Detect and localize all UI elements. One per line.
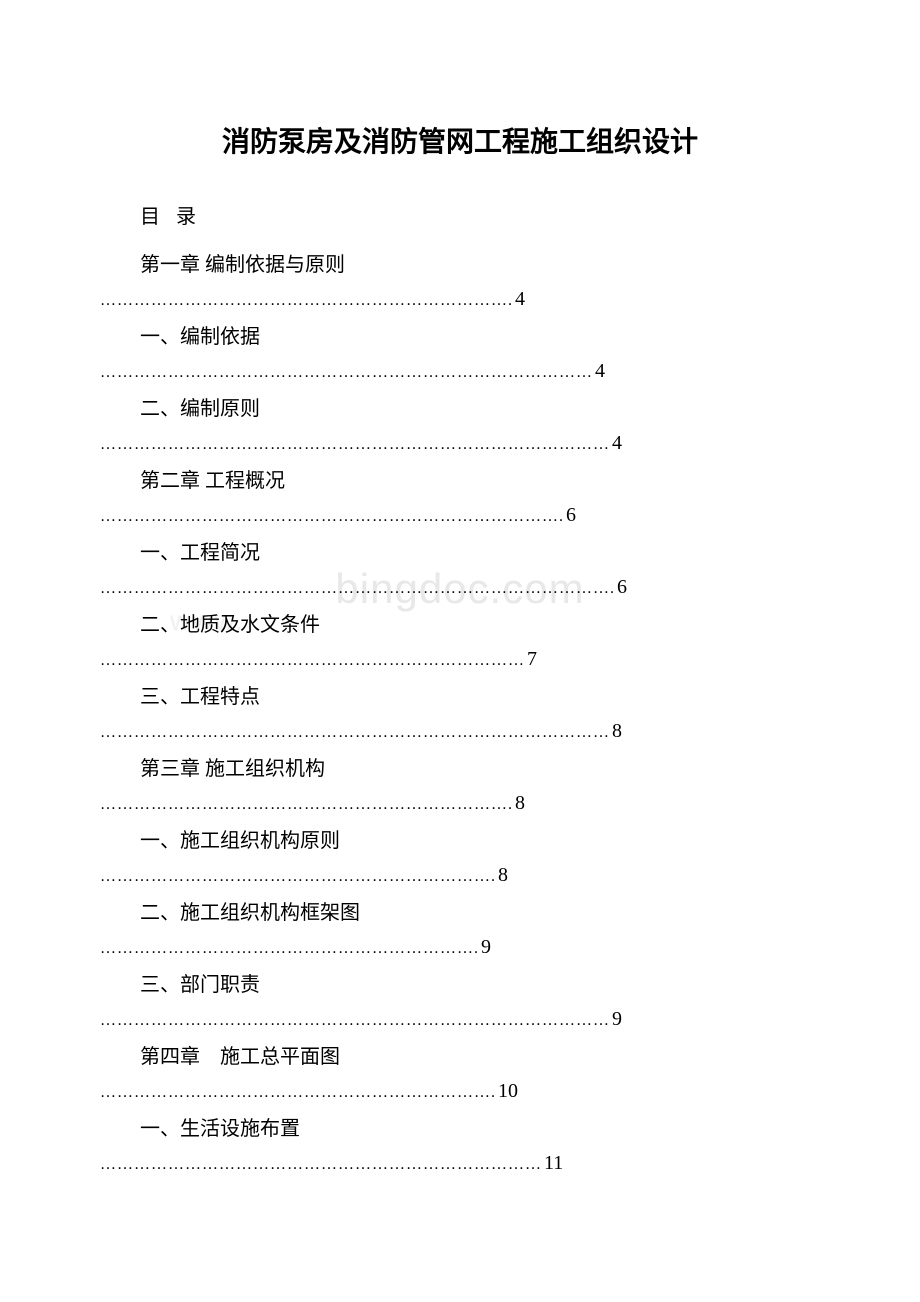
- toc-dots-line: …………………………………………………………………7: [100, 643, 820, 675]
- toc-dots: ……………………………………………………………….: [100, 288, 513, 314]
- toc-page-number: 9: [610, 1003, 622, 1035]
- toc-dots-line: ……………………………………………………………………….6: [100, 499, 820, 531]
- toc-dots: …………………………………………………………………: [100, 648, 525, 674]
- toc-label: 目录: [100, 200, 820, 229]
- toc-entry-text: 二、地质及水文条件: [100, 607, 820, 643]
- toc-dots: ……………………………………………………………….: [100, 792, 513, 818]
- toc-dots-line: ………………………………………………………………………………4: [100, 427, 820, 459]
- toc-dots-line: …………………………………………………………….10: [100, 1075, 820, 1107]
- toc-entry-text: 第四章 施工总平面图: [100, 1039, 820, 1075]
- toc-entry-text: 三、部门职责: [100, 967, 820, 1003]
- toc-entry: 二、施工组织机构框架图………………………………………………………….9: [100, 895, 820, 963]
- toc-dots-line: …………………………………………………………….8: [100, 859, 820, 891]
- toc-entry-text: 第一章 编制依据与原则: [100, 247, 820, 283]
- toc-page-number: 8: [496, 859, 508, 891]
- toc-page-number: 10: [496, 1075, 518, 1107]
- toc-entry: 一、编制依据…………………………………………………………………………… 4: [100, 319, 820, 387]
- toc-page-number: 4: [513, 283, 525, 315]
- toc-dots: ………………………………………………………….: [100, 936, 479, 962]
- toc-entry-text: 三、工程特点: [100, 679, 820, 715]
- toc-dots-line: ………………………………………………………………………………9: [100, 1003, 820, 1035]
- toc-entry: 第一章 编制依据与原则……………………………………………………………….4: [100, 247, 820, 315]
- toc-entry: 二、编制原则………………………………………………………………………………4: [100, 391, 820, 459]
- toc-entry: 二、地质及水文条件…………………………………………………………………7: [100, 607, 820, 675]
- toc-entry: 一、生活设施布置……………………………………………………………………11: [100, 1111, 820, 1179]
- toc-page-number: 9: [479, 931, 491, 963]
- toc-page-number: 4: [610, 427, 622, 459]
- toc-dots-line: ……………………………………………………………….8: [100, 787, 820, 819]
- toc-page-number: 11: [542, 1147, 563, 1179]
- toc-entry-text: 二、编制原则: [100, 391, 820, 427]
- toc-dots: …………………………………………………………….: [100, 1080, 496, 1106]
- toc-entry-text: 第二章 工程概况: [100, 463, 820, 499]
- toc-entry-text: 二、施工组织机构框架图: [100, 895, 820, 931]
- toc-entry: 第二章 工程概况……………………………………………………………………….6: [100, 463, 820, 531]
- toc-entry-text: 一、工程简况: [100, 535, 820, 571]
- toc-dots: ………………………………………………………………………………: [100, 720, 610, 746]
- toc-dots: ………………………………………………………………………………: [100, 1008, 610, 1034]
- toc-entry-text: 一、施工组织机构原则: [100, 823, 820, 859]
- toc-dots-line: ………………………………………………………………………………8: [100, 715, 820, 747]
- toc-list: 第一章 编制依据与原则……………………………………………………………….4一、编…: [100, 247, 820, 1179]
- toc-entry: 一、工程简况……………………………………………………………………………….6: [100, 535, 820, 603]
- toc-dots: ………………………………………………………………………………: [100, 432, 610, 458]
- toc-page-number: 8: [610, 715, 622, 747]
- toc-page-number: 8: [513, 787, 525, 819]
- toc-dots: ……………………………………………………………………….: [100, 504, 564, 530]
- toc-entry: 第四章 施工总平面图…………………………………………………………….10: [100, 1039, 820, 1107]
- toc-dots-line: ………………………………………………………….9: [100, 931, 820, 963]
- toc-entry: 三、工程特点………………………………………………………………………………8: [100, 679, 820, 747]
- toc-dots-line: ……………………………………………………………………11: [100, 1147, 820, 1179]
- toc-dots-line: ……………………………………………………………….4: [100, 283, 820, 315]
- page-container: 消防泵房及消防管网工程施工组织设计 目录 第一章 编制依据与原则………………………: [0, 0, 920, 1243]
- toc-entry: 第三章 施工组织机构……………………………………………………………….8: [100, 751, 820, 819]
- toc-entry: 三、部门职责………………………………………………………………………………9: [100, 967, 820, 1035]
- toc-dots-line: ……………………………………………………………………………….6: [100, 571, 820, 603]
- toc-entry-text: 一、生活设施布置: [100, 1111, 820, 1147]
- toc-entry-text: 第三章 施工组织机构: [100, 751, 820, 787]
- toc-page-number: 6: [564, 499, 576, 531]
- toc-entry: 一、施工组织机构原则…………………………………………………………….8: [100, 823, 820, 891]
- toc-page-number: 6: [615, 571, 627, 603]
- document-title: 消防泵房及消防管网工程施工组织设计: [100, 120, 820, 160]
- toc-dots-line: …………………………………………………………………………… 4: [100, 355, 820, 387]
- toc-page-number: 7: [525, 643, 537, 675]
- toc-page-number: 4: [593, 355, 605, 387]
- toc-entry-text: 一、编制依据: [100, 319, 820, 355]
- toc-dots: …………………………………………………………….: [100, 864, 496, 890]
- toc-dots: ……………………………………………………………………………….: [100, 576, 615, 602]
- toc-dots: ……………………………………………………………………………: [100, 360, 593, 386]
- toc-dots: ……………………………………………………………………: [100, 1152, 542, 1178]
